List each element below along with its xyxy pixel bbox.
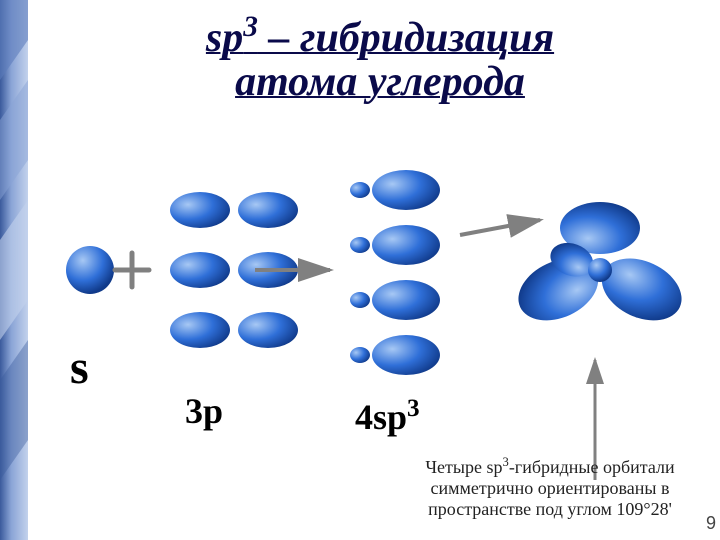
arrow-icon <box>460 220 540 235</box>
title: sp3 – гибридизация атома углерода <box>100 12 660 104</box>
label-3p: 3p <box>185 390 223 432</box>
page-number: 9 <box>706 513 716 534</box>
hybridization-diagram <box>30 160 710 420</box>
s-orbital <box>66 246 114 294</box>
label-4sp3: 4sp3 <box>355 395 420 438</box>
label-s: s <box>70 340 89 395</box>
title-line-1: sp3 – гибридизация <box>100 12 660 60</box>
title-line-2: атома углерода <box>100 60 660 104</box>
plus-icon <box>115 253 149 287</box>
side-prism-decoration <box>0 0 28 540</box>
sp3-orbitals-row <box>350 170 440 375</box>
caption: Четыре sp3-гибридные орбиталисимметрично… <box>395 455 705 520</box>
